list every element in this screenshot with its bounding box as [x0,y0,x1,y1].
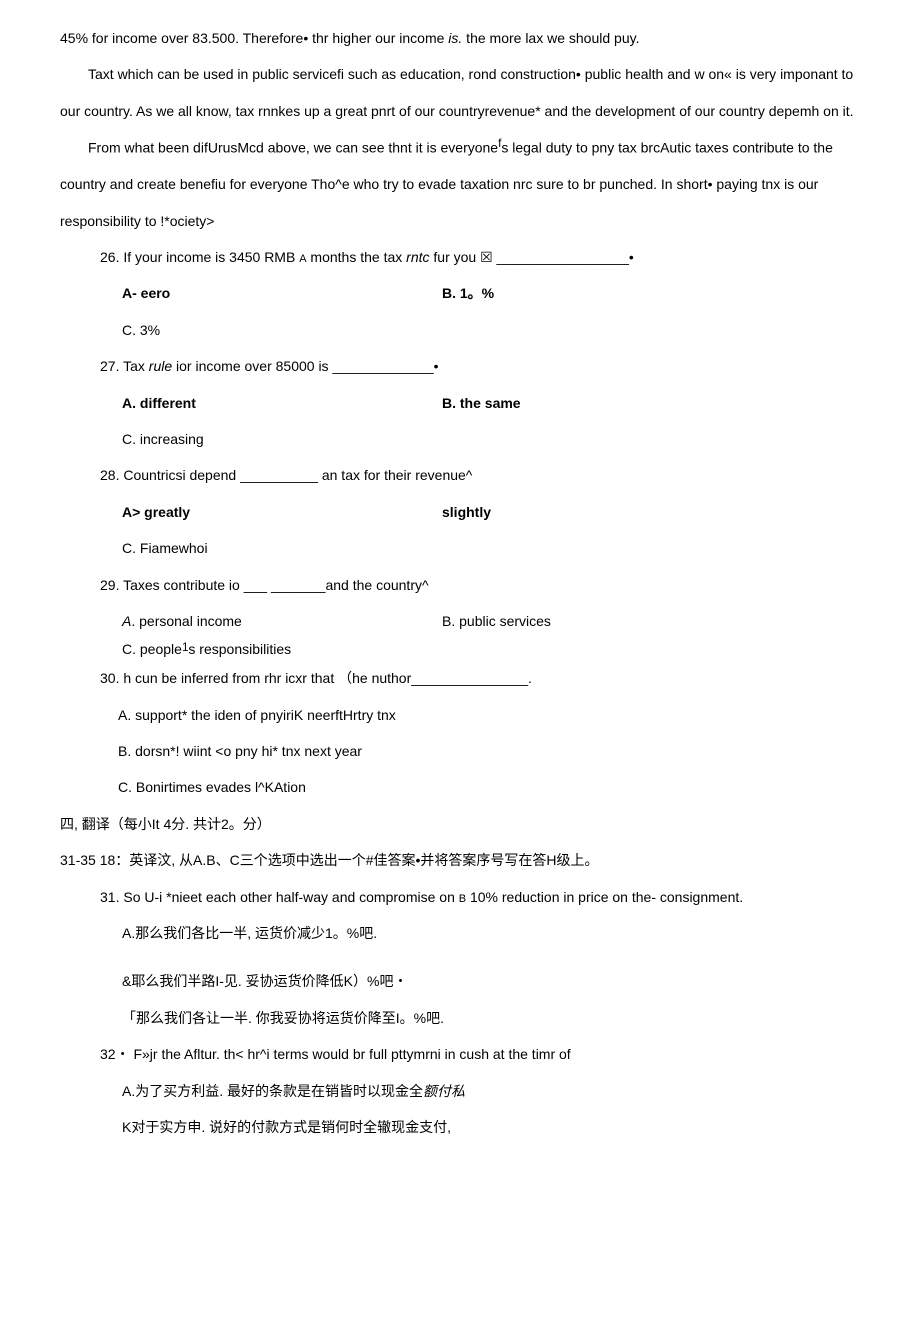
q27-option-c: C. increasing [100,421,860,457]
q32-option-a: A.为了买方利益. 最好的条款是在销皆时以现金全额付私 [100,1073,860,1109]
q31-option-a: A.那么我们各比一半, 运货价减少1。%吧. [100,915,860,951]
section-4-instruction: 31-35 18：英译汶, 从A.B、C三个选项中选出一个#佳答案•并将答案序号… [60,842,860,878]
q30-option-a: A. support* the iden of pnyiriK neerftHr… [80,697,860,733]
question-28: 28. Countricsi depend __________ an tax … [100,457,860,566]
q28-option-c: C. Fiamewhoi [100,530,860,566]
passage-line-1: 45% for income over 83.500. Therefore• t… [60,20,860,56]
question-30: 30. h cun be inferred from rhr icxr that… [80,660,860,806]
q32-option-b: K对于实方申. 说好的付款方式是销何时全辙现金支付, [100,1109,860,1145]
q27-options-ab: A. different B. the same [100,385,860,421]
question-31: 31. So U-i *nieet each other half-way an… [100,879,860,1037]
q27-option-a: A. different [122,385,442,421]
question-26: 26. If your income is 3450 RMB A months … [100,239,860,348]
q27-option-b: B. the same [442,385,860,421]
passage-line-3: From what been difUrusMcd above, we can … [60,129,860,239]
question-27: 27. Tax rule ior income over 85000 is __… [100,348,860,457]
q28-option-a: A> greatly [122,494,442,530]
q31-option-c: 「那么我们各让一半. 你我妥协将运货价降至I。%吧. [100,1000,860,1036]
q26-options-ab: A- eero B. 1。% [100,275,860,311]
q29-option-c: C. people1 s responsibilities [100,639,860,660]
q30-option-b: B. dorsn*! wiint <o pny hi* tnx next yea… [80,733,860,769]
question-32: 32・ F»jr the Afltur. th< hr^i terms woul… [100,1036,860,1145]
q30-stem: 30. h cun be inferred from rhr icxr that… [100,660,860,696]
question-29: 29. Taxes contribute io ___ _______and t… [100,567,860,661]
q28-options-ab: A> greatly slightly [100,494,860,530]
q26-option-a: A- eero [122,275,442,311]
q29-option-a: A. personal income [122,603,442,639]
q29-option-b: B. public services [442,603,860,639]
q31-stem: 31. So U-i *nieet each other half-way an… [100,879,860,915]
q31-option-b: &耶么我们半路I-见. 妥协运货价降低K）%吧・ [100,963,860,999]
q29-stem: 29. Taxes contribute io ___ _______and t… [100,567,860,603]
q30-option-c: C. Bonirtimes evades l^KAtion [80,769,860,805]
q26-option-b: B. 1。% [442,275,860,311]
q28-stem: 28. Countricsi depend __________ an tax … [100,457,860,493]
section-4-header: 四, 翻译（每小It 4分. 共计2。分） [60,806,860,842]
q26-stem: 26. If your income is 3450 RMB A months … [100,239,860,275]
passage-line-2: Taxt which can be used in public service… [60,56,860,129]
q28-option-b: slightly [442,494,860,530]
q27-stem: 27. Tax rule ior income over 85000 is __… [100,348,860,384]
q26-option-c: C. 3% [100,312,860,348]
q29-options-ab: A. personal income B. public services [100,603,860,639]
q32-stem: 32・ F»jr the Afltur. th< hr^i terms woul… [100,1036,860,1072]
